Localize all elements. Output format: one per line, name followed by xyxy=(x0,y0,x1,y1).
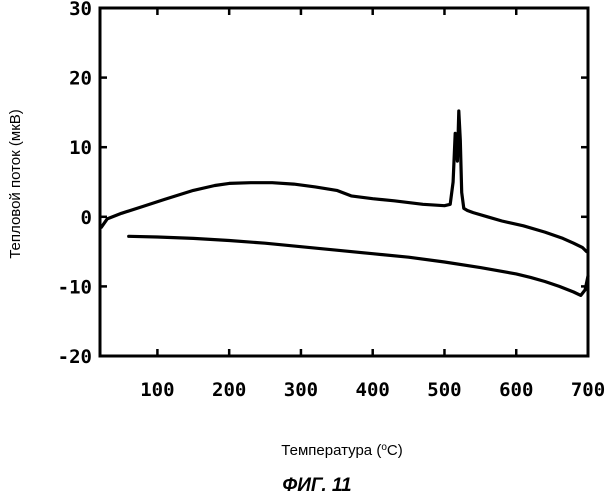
y-tick-label: 30 xyxy=(69,0,92,20)
y-tick-label: 10 xyxy=(69,137,92,159)
x-tick-label: 200 xyxy=(212,379,246,401)
x-tick-label: 100 xyxy=(140,379,174,401)
series-lines xyxy=(101,111,588,295)
y-tick-label: 0 xyxy=(81,207,92,229)
x-tick-label: 400 xyxy=(356,379,390,401)
y-axis-ticks: 30 20 10 0 -10 -20 xyxy=(58,0,588,368)
x-tick-label: 600 xyxy=(499,379,533,401)
y-tick-label: -20 xyxy=(58,346,92,368)
x-tick-label: 700 xyxy=(571,379,605,401)
figure-caption: ФИГ. 11 xyxy=(282,475,351,496)
x-axis-label-suffix: C) xyxy=(387,442,403,459)
plot-frame xyxy=(100,8,588,356)
x-axis-ticks: 100 200 300 400 500 600 700 xyxy=(140,8,605,401)
x-axis-label-prefix: Температура ( xyxy=(281,442,381,459)
y-tick-label: -10 xyxy=(58,276,92,298)
x-axis-label: Температура (oC) xyxy=(281,442,402,460)
y-tick-label: 20 xyxy=(69,68,92,90)
x-tick-label: 500 xyxy=(427,379,461,401)
series-line-1 xyxy=(101,111,586,252)
y-axis-label: Тепловой поток (мкВ) xyxy=(7,109,24,259)
series-line-2 xyxy=(129,236,588,295)
x-tick-label: 300 xyxy=(284,379,318,401)
